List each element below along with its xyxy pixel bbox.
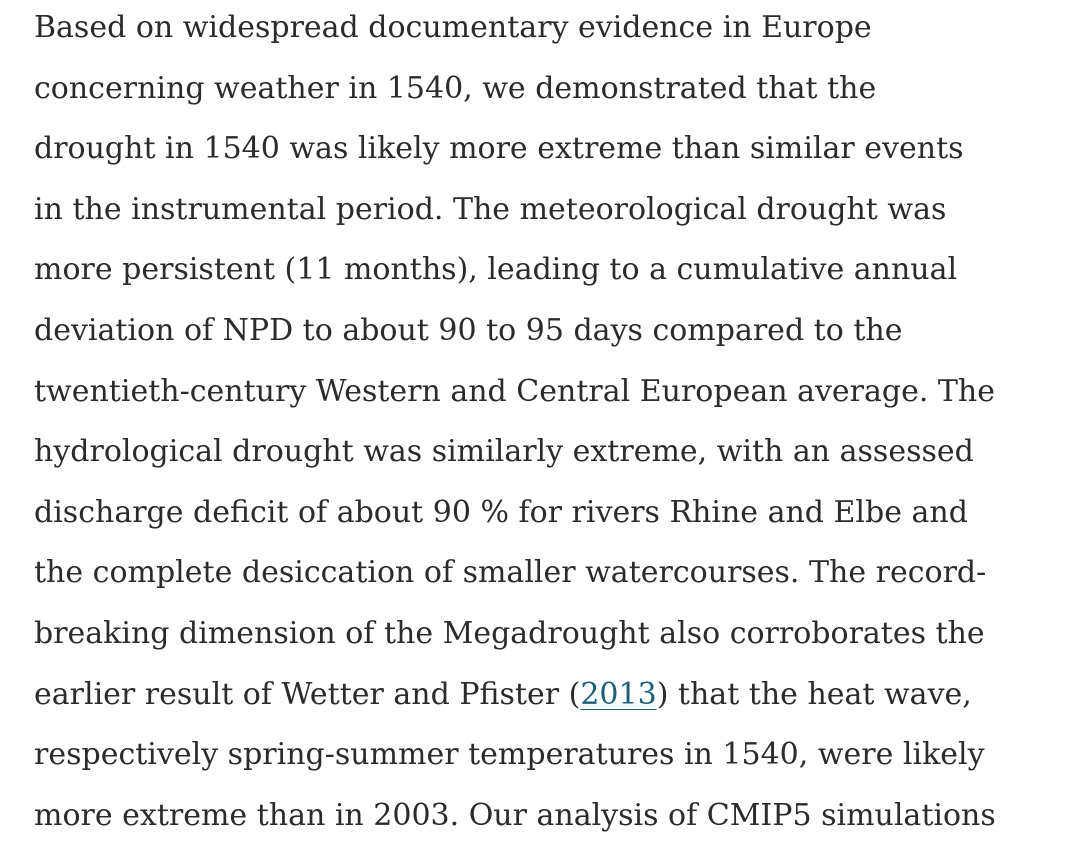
text-line: discharge deficit of about 90 % for rive… — [34, 494, 968, 530]
text-line: breaking dimension of the Megadrought al… — [34, 615, 985, 651]
text-line: concerning weather in 1540, we demonstra… — [34, 70, 877, 106]
text-line: in the instrumental period. The meteorol… — [34, 191, 947, 227]
text-line: Based on widespread documentary evidence… — [34, 10, 872, 45]
text-line: drought in 1540 was likely more extreme … — [34, 131, 964, 167]
text-line: twentieth-century Western and Central Eu… — [34, 373, 995, 409]
text-line: deviation of NPD to about 90 to 95 days … — [34, 312, 903, 348]
text-span: ) that the heat wave, — [656, 676, 972, 712]
text-line: earlier result of Wetter and Pfister (20… — [34, 665, 996, 726]
article-paragraph: Based on widespread documentary evidence… — [34, 0, 996, 846]
citation-link[interactable]: 2013 — [580, 676, 657, 712]
text-line: more persistent (11 months), leading to … — [34, 252, 958, 288]
text-line: respectively spring-summer temperatures … — [34, 737, 985, 773]
text-line: the complete desiccation of smaller wate… — [34, 555, 987, 591]
text-span: earlier result of Wetter and Pfister ( — [34, 676, 581, 712]
text-line: hydrological drought was similarly extre… — [34, 434, 974, 470]
text-line: more extreme than in 2003. Our analysis … — [34, 797, 996, 833]
